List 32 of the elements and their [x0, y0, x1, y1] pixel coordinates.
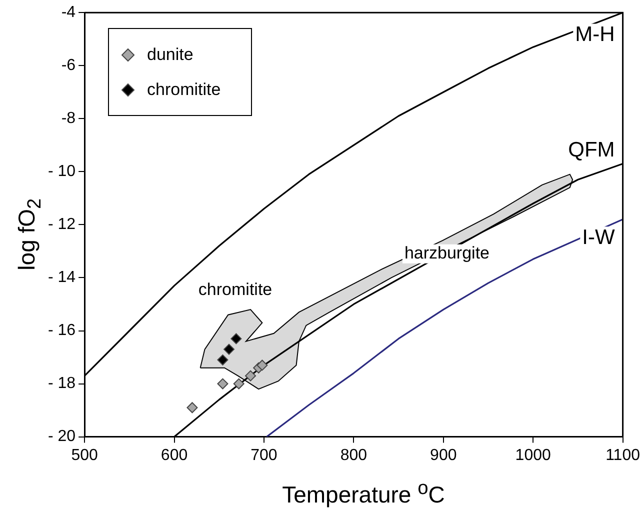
y-tick-label: - 20 — [48, 428, 76, 446]
point — [186, 402, 198, 414]
series-label: QFM — [568, 138, 615, 162]
x-tick-label: 1000 — [515, 446, 551, 464]
y-tick-label: -4 — [61, 4, 76, 22]
series-label: I-W — [582, 226, 615, 249]
x-tick-label: 800 — [340, 446, 368, 464]
y-tick-label: - 16 — [48, 322, 76, 340]
legend-label: chromitite — [147, 80, 221, 100]
point — [217, 354, 228, 366]
x-tick-label: 600 — [160, 446, 188, 464]
x-tick-label: 500 — [71, 446, 98, 464]
point — [223, 344, 234, 355]
y-tick-label: - 12 — [48, 216, 76, 234]
y-tick-label: -6 — [61, 57, 76, 74]
annotation: harzburgite — [404, 244, 490, 263]
point — [245, 370, 256, 382]
series-label: M-H — [575, 23, 615, 46]
y-tick-label: -8 — [61, 110, 76, 128]
point — [230, 333, 242, 344]
y-tick-label: - 14 — [48, 269, 76, 286]
point — [256, 360, 268, 371]
annotation: chromitite — [198, 280, 272, 300]
y-tick-label: - 10 — [48, 163, 76, 180]
point — [217, 378, 228, 390]
point — [233, 378, 244, 390]
x-tick-label: 900 — [430, 446, 457, 464]
x-tick-label: 1100 — [606, 446, 640, 464]
y-tick-label: - 18 — [48, 375, 76, 392]
x-tick-label: 700 — [250, 446, 278, 464]
legend-label: dunite — [147, 44, 194, 64]
x-axis-title: Temperature $^{o}$C — [281, 478, 446, 509]
